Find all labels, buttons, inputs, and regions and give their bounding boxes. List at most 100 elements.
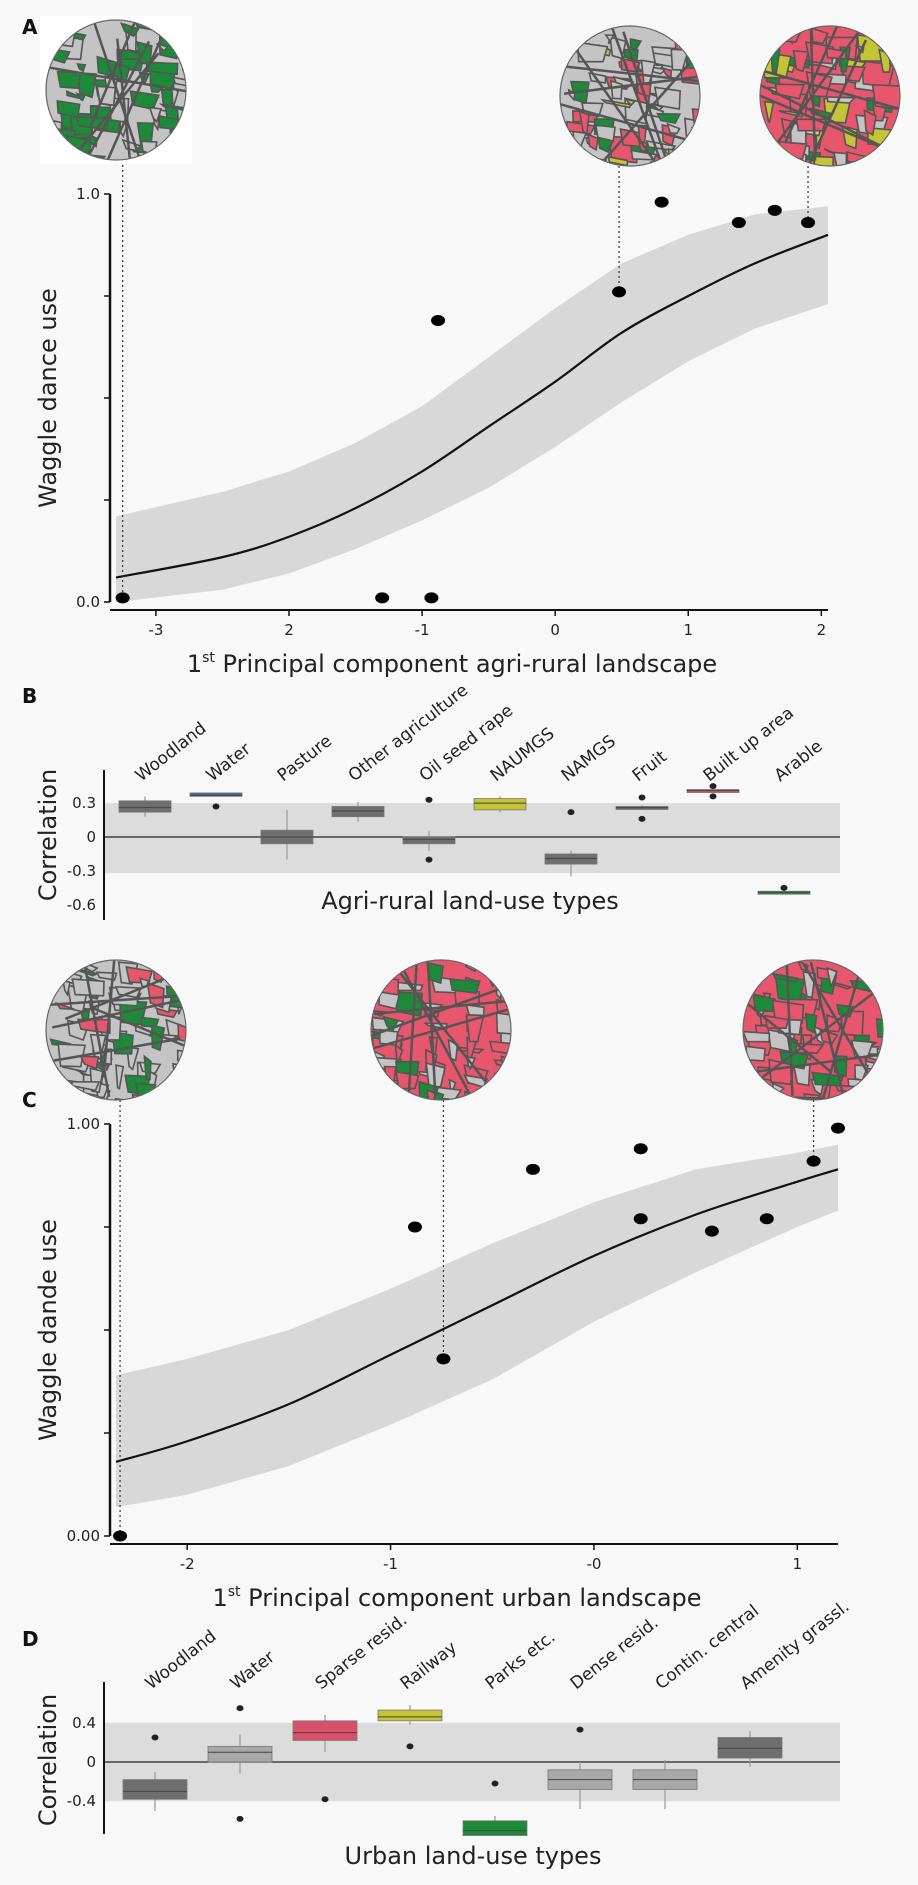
y-tick-label: 0.4 <box>72 1714 96 1732</box>
map-parcel <box>894 137 900 162</box>
data-point <box>806 1155 821 1167</box>
map-parcel <box>848 1090 868 1100</box>
x-axis-label-ordinal: 1 <box>187 650 202 678</box>
map-road <box>821 960 865 1100</box>
map-parcel <box>876 1047 883 1072</box>
map-road <box>802 963 870 1074</box>
map-outline <box>45 19 187 161</box>
map-road <box>372 1008 509 1050</box>
y-tick-label: -0.3 <box>67 862 96 880</box>
map-parcel <box>771 972 799 983</box>
map-parcel <box>625 98 637 106</box>
map-parcel <box>609 79 623 100</box>
map-parcel <box>779 29 802 43</box>
panelC-landscape-map-3 <box>742 959 884 1101</box>
category-label: Other agriculture <box>345 680 472 786</box>
map-parcel <box>143 1054 152 1081</box>
map-parcel <box>826 96 857 104</box>
map-road <box>575 49 658 165</box>
box-outlier <box>638 794 646 801</box>
map-parcel <box>449 978 481 994</box>
map-parcel <box>870 981 883 992</box>
panel-letter-b: B <box>22 684 37 708</box>
map-parcel <box>70 1080 101 1092</box>
fit-line <box>115 1168 839 1463</box>
map-road <box>93 22 141 157</box>
map-parcel <box>171 76 186 88</box>
x-tick-label: 1 <box>793 1555 803 1573</box>
box-outlier <box>321 1796 329 1803</box>
box-outlier <box>425 796 433 803</box>
map-road <box>89 1005 185 1047</box>
x-tick-label: 0 <box>550 621 560 639</box>
map-parcel <box>587 133 599 152</box>
x-axis-label: 1st Principal component agri-rural lands… <box>187 650 717 678</box>
map-parcel <box>168 1085 186 1100</box>
map-parcel <box>629 37 643 51</box>
map-road <box>769 31 860 153</box>
box-outlier <box>780 884 788 891</box>
map-road <box>426 961 437 1096</box>
map-road <box>756 1053 883 1073</box>
map-parcel <box>372 1089 384 1100</box>
box-iqr-woodland <box>122 1779 188 1800</box>
x-tick-label: -2 <box>180 1555 195 1573</box>
map-parcel <box>777 140 808 160</box>
category-label: NAUMGS <box>487 724 559 786</box>
data-point <box>436 1353 451 1365</box>
null-band <box>104 803 840 874</box>
map-outline <box>759 25 901 167</box>
map-parcel <box>75 92 86 102</box>
box-iqr-woodland <box>118 800 172 813</box>
map-parcel <box>813 155 835 166</box>
map-parcel <box>834 981 853 990</box>
panel-letter-d: D <box>22 1627 39 1651</box>
map-parcel <box>847 160 877 166</box>
map-parcel <box>673 26 690 53</box>
x-tick-label: 1 <box>683 621 693 639</box>
data-point <box>759 1213 774 1225</box>
map-road <box>622 31 667 157</box>
map-parcel <box>890 50 900 70</box>
map-road <box>78 52 160 151</box>
panelA-landscape-map-1 <box>40 16 192 164</box>
box-outlier <box>576 1726 584 1733</box>
x-axis-label: 1st Principal component urban landscape <box>212 1584 701 1612</box>
map-road <box>89 22 136 128</box>
x-axis-label-text: Principal component urban landscape <box>241 1584 702 1612</box>
chart-panel-d: 0.4 0 -0.4 Woodland Water Sparse resid.Railwa… <box>34 1597 853 1870</box>
y-tick-label: 0 <box>86 828 96 846</box>
y-axis-label: Correlation <box>34 1694 62 1826</box>
box-iqr-namgs <box>544 853 598 865</box>
map-parcel <box>372 1076 402 1100</box>
box-iqr-sparse-resid- <box>292 1720 358 1741</box>
data-point <box>431 314 446 326</box>
map-parcel <box>425 1088 436 1100</box>
map-parcel <box>810 27 829 45</box>
y-tick-label: 1.00 <box>67 1115 100 1133</box>
map-parcel <box>425 1062 446 1088</box>
x-tick-label: -1 <box>415 621 430 639</box>
map-parcel <box>495 1012 511 1036</box>
panel-letter-a: A <box>22 15 38 39</box>
map-parcel <box>743 1030 771 1043</box>
map-parcel <box>747 1096 778 1100</box>
panelA-landscape-map-3 <box>759 25 901 167</box>
map-parcel <box>498 975 511 984</box>
panelC-landscape-map-2 <box>370 959 512 1101</box>
y-axis-label: Waggle dande use <box>34 1219 62 1441</box>
x-tick-label: -3 <box>148 621 163 639</box>
map-road <box>760 94 890 152</box>
map-outline <box>742 959 884 1101</box>
map-road <box>407 964 418 1096</box>
map-parcel <box>565 160 594 166</box>
box-outlier <box>567 809 575 816</box>
category-label: Woodland <box>142 1626 221 1694</box>
y-tick-label: 0.00 <box>67 1527 100 1545</box>
data-point <box>424 592 439 604</box>
box-iqr-parks-etc- <box>462 1820 528 1836</box>
panel-letter-c: C <box>22 1088 37 1112</box>
map-parcel <box>878 1088 883 1100</box>
map-parcel <box>594 124 616 143</box>
